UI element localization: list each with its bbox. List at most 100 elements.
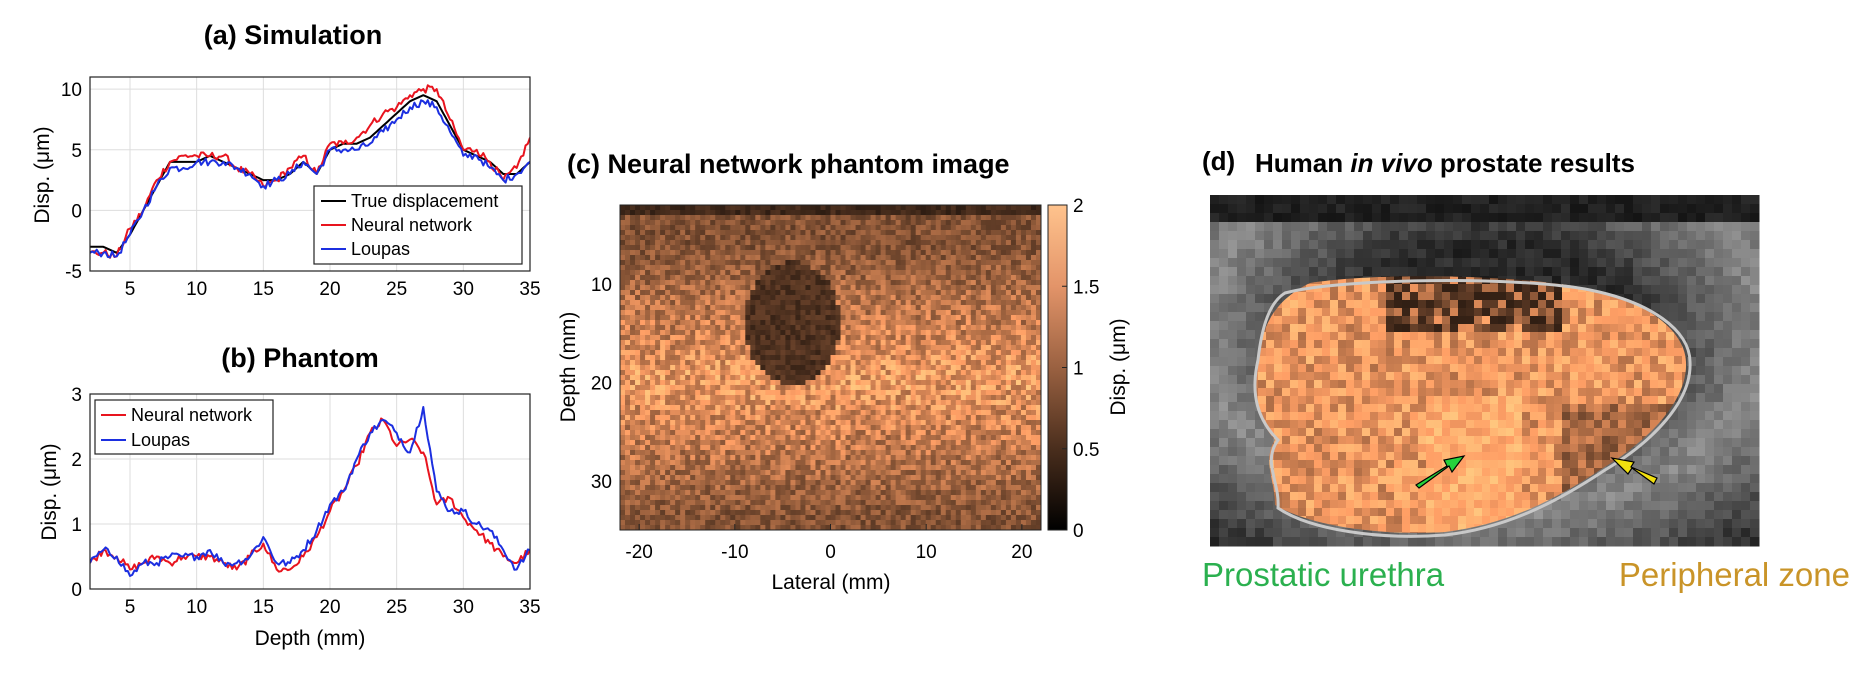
heatmap-cell [680, 450, 685, 455]
heatmap-cell [800, 470, 805, 475]
heatmap-cell [625, 315, 630, 320]
heatmap-cell [665, 385, 670, 390]
heatmap-cell [780, 295, 785, 300]
heatmap-cell [705, 295, 710, 300]
heatmap-cell [926, 345, 931, 350]
heatmap-cell [735, 415, 740, 420]
heatmap-cell [735, 430, 740, 435]
heatmap-cell [720, 240, 725, 245]
heatmap-cell [620, 210, 625, 215]
heatmap-cell [866, 350, 871, 355]
heatmap-cell [886, 345, 891, 350]
heatmap-cell [705, 225, 710, 230]
heatmap-cell [1026, 295, 1031, 300]
heatmap-cell [976, 435, 981, 440]
heatmap-cell [770, 470, 775, 475]
heatmap-cell [705, 355, 710, 360]
heatmap-cell [891, 410, 896, 415]
heatmap-cell [1001, 240, 1006, 245]
heatmap-cell [765, 360, 770, 365]
heatmap-cell [760, 420, 765, 425]
heatmap-cell [956, 330, 961, 335]
heatmap-cell [986, 330, 991, 335]
heatmap-cell [896, 390, 901, 395]
heatmap-cell [690, 215, 695, 220]
heatmap-cell [740, 435, 745, 440]
heatmap-cell [1011, 225, 1016, 230]
heatmap-cell [630, 490, 635, 495]
heatmap-cell [795, 300, 800, 305]
heatmap-cell [996, 260, 1001, 265]
heatmap-cell [735, 210, 740, 215]
heatmap-cell [961, 250, 966, 255]
heatmap-cell [1016, 405, 1021, 410]
heatmap-cell [825, 355, 830, 360]
heatmap-cell [1031, 220, 1036, 225]
heatmap-cell [775, 395, 780, 400]
heatmap-cell [941, 435, 946, 440]
heatmap-cell [730, 475, 735, 480]
heatmap-cell [991, 320, 996, 325]
heatmap-cell [720, 260, 725, 265]
heatmap-cell [926, 375, 931, 380]
heatmap-cell [881, 245, 886, 250]
heatmap-cell [916, 440, 921, 445]
heatmap-cell [961, 460, 966, 465]
heatmap-cell [625, 350, 630, 355]
heatmap-cell [1011, 235, 1016, 240]
heatmap-cell [1016, 345, 1021, 350]
heatmap-cell [1031, 305, 1036, 310]
heatmap-cell [785, 410, 790, 415]
heatmap-cell [785, 425, 790, 430]
heatmap-cell [1001, 330, 1006, 335]
heatmap-cell [1001, 220, 1006, 225]
heatmap-cell [820, 255, 825, 260]
heatmap-cell [760, 260, 765, 265]
heatmap-cell [700, 370, 705, 375]
heatmap-cell [976, 385, 981, 390]
heatmap-cell [705, 395, 710, 400]
heatmap-cell [921, 220, 926, 225]
heatmap-cell [740, 395, 745, 400]
heatmap-cell [765, 420, 770, 425]
heatmap-cell [820, 380, 825, 385]
heatmap-cell [650, 405, 655, 410]
heatmap-cell [961, 330, 966, 335]
heatmap-cell [790, 330, 795, 335]
heatmap-cell [976, 405, 981, 410]
heatmap-cell [680, 270, 685, 275]
heatmap-cell [986, 275, 991, 280]
heatmap-cell [996, 270, 1001, 275]
heatmap-cell [620, 345, 625, 350]
heatmap-cell [745, 210, 750, 215]
heatmap-cell [780, 370, 785, 375]
heatmap-cell [670, 385, 675, 390]
heatmap-cell [805, 220, 810, 225]
heatmap-cell [866, 425, 871, 430]
heatmap-cell [1016, 490, 1021, 495]
heatmap-cell [660, 270, 665, 275]
heatmap-cell [730, 480, 735, 485]
heatmap-cell [946, 355, 951, 360]
heatmap-cell [665, 340, 670, 345]
heatmap-cell [896, 245, 901, 250]
heatmap-cell [946, 230, 951, 235]
heatmap-cell [931, 355, 936, 360]
heatmap-cell [891, 440, 896, 445]
heatmap-cell [705, 270, 710, 275]
heatmap-cell [861, 415, 866, 420]
heatmap-cell [841, 300, 846, 305]
heatmap-cell [720, 355, 725, 360]
heatmap-cell [765, 370, 770, 375]
heatmap-cell [856, 340, 861, 345]
heatmap-cell [876, 285, 881, 290]
heatmap-cell [831, 365, 836, 370]
heatmap-cell [961, 295, 966, 300]
heatmap-cell [911, 240, 916, 245]
heatmap-cell [941, 425, 946, 430]
heatmap-cell [941, 375, 946, 380]
heatmap-cell [780, 285, 785, 290]
heatmap-cell [805, 250, 810, 255]
heatmap-cell [1006, 405, 1011, 410]
heatmap-cell [755, 340, 760, 345]
